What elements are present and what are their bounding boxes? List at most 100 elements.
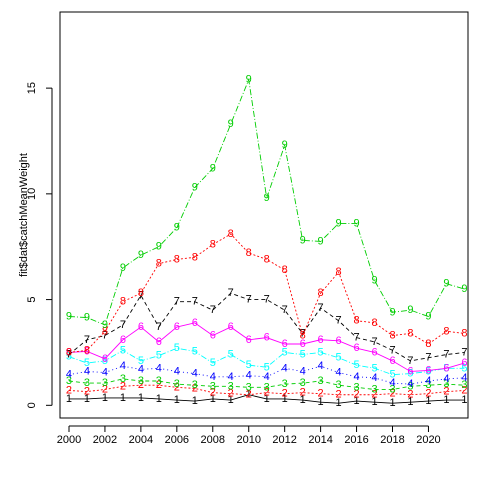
data-point-label: 4 bbox=[84, 365, 90, 377]
data-point-label: 5 bbox=[156, 350, 162, 362]
data-point-label: 8 bbox=[389, 330, 395, 342]
data-point-label: 4 bbox=[228, 371, 234, 383]
data-point-label: 5 bbox=[174, 342, 180, 354]
series-line-1 bbox=[68, 394, 465, 404]
data-point-label: 4 bbox=[461, 372, 467, 384]
data-point-label: 4 bbox=[371, 372, 377, 384]
data-point-label: 2 bbox=[354, 389, 360, 401]
data-point-label: 9 bbox=[192, 182, 198, 194]
data-point-label: 7 bbox=[228, 287, 234, 299]
y-tick-label: 10 bbox=[26, 188, 38, 200]
data-point-label: 4 bbox=[210, 371, 216, 383]
data-point-label: 9 bbox=[389, 306, 395, 318]
data-point-label: 3 bbox=[300, 377, 306, 389]
data-point-label: 2 bbox=[84, 386, 90, 398]
data-point-label: 3 bbox=[156, 375, 162, 387]
data-point-label: 6 bbox=[282, 338, 288, 350]
data-point-label: 4 bbox=[192, 368, 198, 380]
data-point-label: 6 bbox=[407, 365, 413, 377]
data-point-label: 6 bbox=[336, 335, 342, 347]
data-point-label: 7 bbox=[210, 304, 216, 316]
data-point-label: 8 bbox=[264, 253, 270, 265]
data-point-label: 1 bbox=[156, 393, 162, 405]
data-point-label: 7 bbox=[443, 349, 449, 361]
data-point-label: 1 bbox=[264, 393, 270, 405]
data-point-label: 4 bbox=[389, 377, 395, 389]
data-point-label: 1 bbox=[120, 392, 126, 404]
data-point-label: 2 bbox=[425, 388, 431, 400]
data-point-label: 5 bbox=[120, 344, 126, 356]
data-point-label: 2 bbox=[264, 387, 270, 399]
data-point-label: 5 bbox=[461, 362, 467, 374]
data-point-label: 1 bbox=[66, 393, 72, 405]
x-tick-label: 2006 bbox=[165, 434, 189, 446]
data-point-label: 9 bbox=[282, 139, 288, 151]
data-point-label: 3 bbox=[389, 383, 395, 395]
data-point-label: 3 bbox=[425, 379, 431, 391]
x-tick-label: 2008 bbox=[201, 434, 225, 446]
data-point-label: 4 bbox=[156, 362, 162, 374]
data-point-label: 6 bbox=[210, 330, 216, 342]
data-point-label: 8 bbox=[318, 287, 324, 299]
x-tick-label: 2020 bbox=[416, 434, 440, 446]
x-tick-label: 2018 bbox=[380, 434, 404, 446]
data-point-label: 7 bbox=[407, 355, 413, 367]
data-point-label: 5 bbox=[425, 365, 431, 377]
data-point-label: 8 bbox=[354, 315, 360, 327]
data-point-label: 2 bbox=[228, 388, 234, 400]
data-point-label: 8 bbox=[300, 330, 306, 342]
axis-layer: 2000 2002 2004 2006 2008 2010 2012 2014 2016 2018… bbox=[26, 82, 441, 446]
x-tick-label: 2000 bbox=[57, 434, 81, 446]
data-point-label: 3 bbox=[336, 379, 342, 391]
data-point-label: 6 bbox=[318, 334, 324, 346]
data-point-label: 4 bbox=[443, 373, 449, 385]
data-point-label: 9 bbox=[371, 275, 377, 287]
data-point-label: 5 bbox=[264, 361, 270, 373]
data-point-label: 2 bbox=[300, 387, 306, 399]
data-point-label: 9 bbox=[300, 234, 306, 246]
data-point-label: 9 bbox=[264, 192, 270, 204]
data-point-label: 4 bbox=[407, 378, 413, 390]
data-point-label: 7 bbox=[336, 315, 342, 327]
series-line-7 bbox=[68, 292, 465, 362]
data-point-label: 4 bbox=[425, 375, 431, 387]
data-point-label: 6 bbox=[264, 332, 270, 344]
data-point-label: 7 bbox=[425, 352, 431, 364]
data-point-label: 6 bbox=[300, 338, 306, 350]
x-tick-label: 2014 bbox=[308, 434, 332, 446]
data-point-label: 1 bbox=[84, 393, 90, 405]
data-point-label: 3 bbox=[228, 380, 234, 392]
data-point-label: 6 bbox=[156, 336, 162, 348]
data-point-label: 7 bbox=[192, 296, 198, 308]
data-point-label: 9 bbox=[120, 262, 126, 274]
x-tick-label: 2004 bbox=[129, 434, 153, 446]
data-point-label: 3 bbox=[174, 378, 180, 390]
data-point-label: 4 bbox=[282, 362, 288, 374]
x-tick-label: 2012 bbox=[272, 434, 296, 446]
data-point-label: 5 bbox=[407, 368, 413, 380]
series-line-8 bbox=[68, 233, 465, 353]
data-point-label: 9 bbox=[407, 304, 413, 316]
data-point-label: 8 bbox=[246, 247, 252, 259]
data-point-label: 8 bbox=[120, 296, 126, 308]
data-point-label: 1 bbox=[425, 395, 431, 407]
x-tick-label: 2010 bbox=[236, 434, 260, 446]
data-point-label: 2 bbox=[461, 385, 467, 397]
data-point-label: 2 bbox=[156, 379, 162, 391]
data-point-label: 9 bbox=[210, 162, 216, 174]
series-line-9 bbox=[68, 77, 465, 326]
data-point-label: 3 bbox=[371, 383, 377, 395]
data-point-label: 1 bbox=[228, 394, 234, 406]
data-point-label: 8 bbox=[371, 317, 377, 329]
data-point-label: 2 bbox=[407, 389, 413, 401]
data-point-label: 1 bbox=[336, 397, 342, 409]
data-point-label: 2 bbox=[102, 383, 108, 395]
data-point-label: 3 bbox=[264, 381, 270, 393]
data-point-label: 4 bbox=[354, 371, 360, 383]
data-point-label: 8 bbox=[336, 266, 342, 278]
data-point-label: 1 bbox=[371, 396, 377, 408]
